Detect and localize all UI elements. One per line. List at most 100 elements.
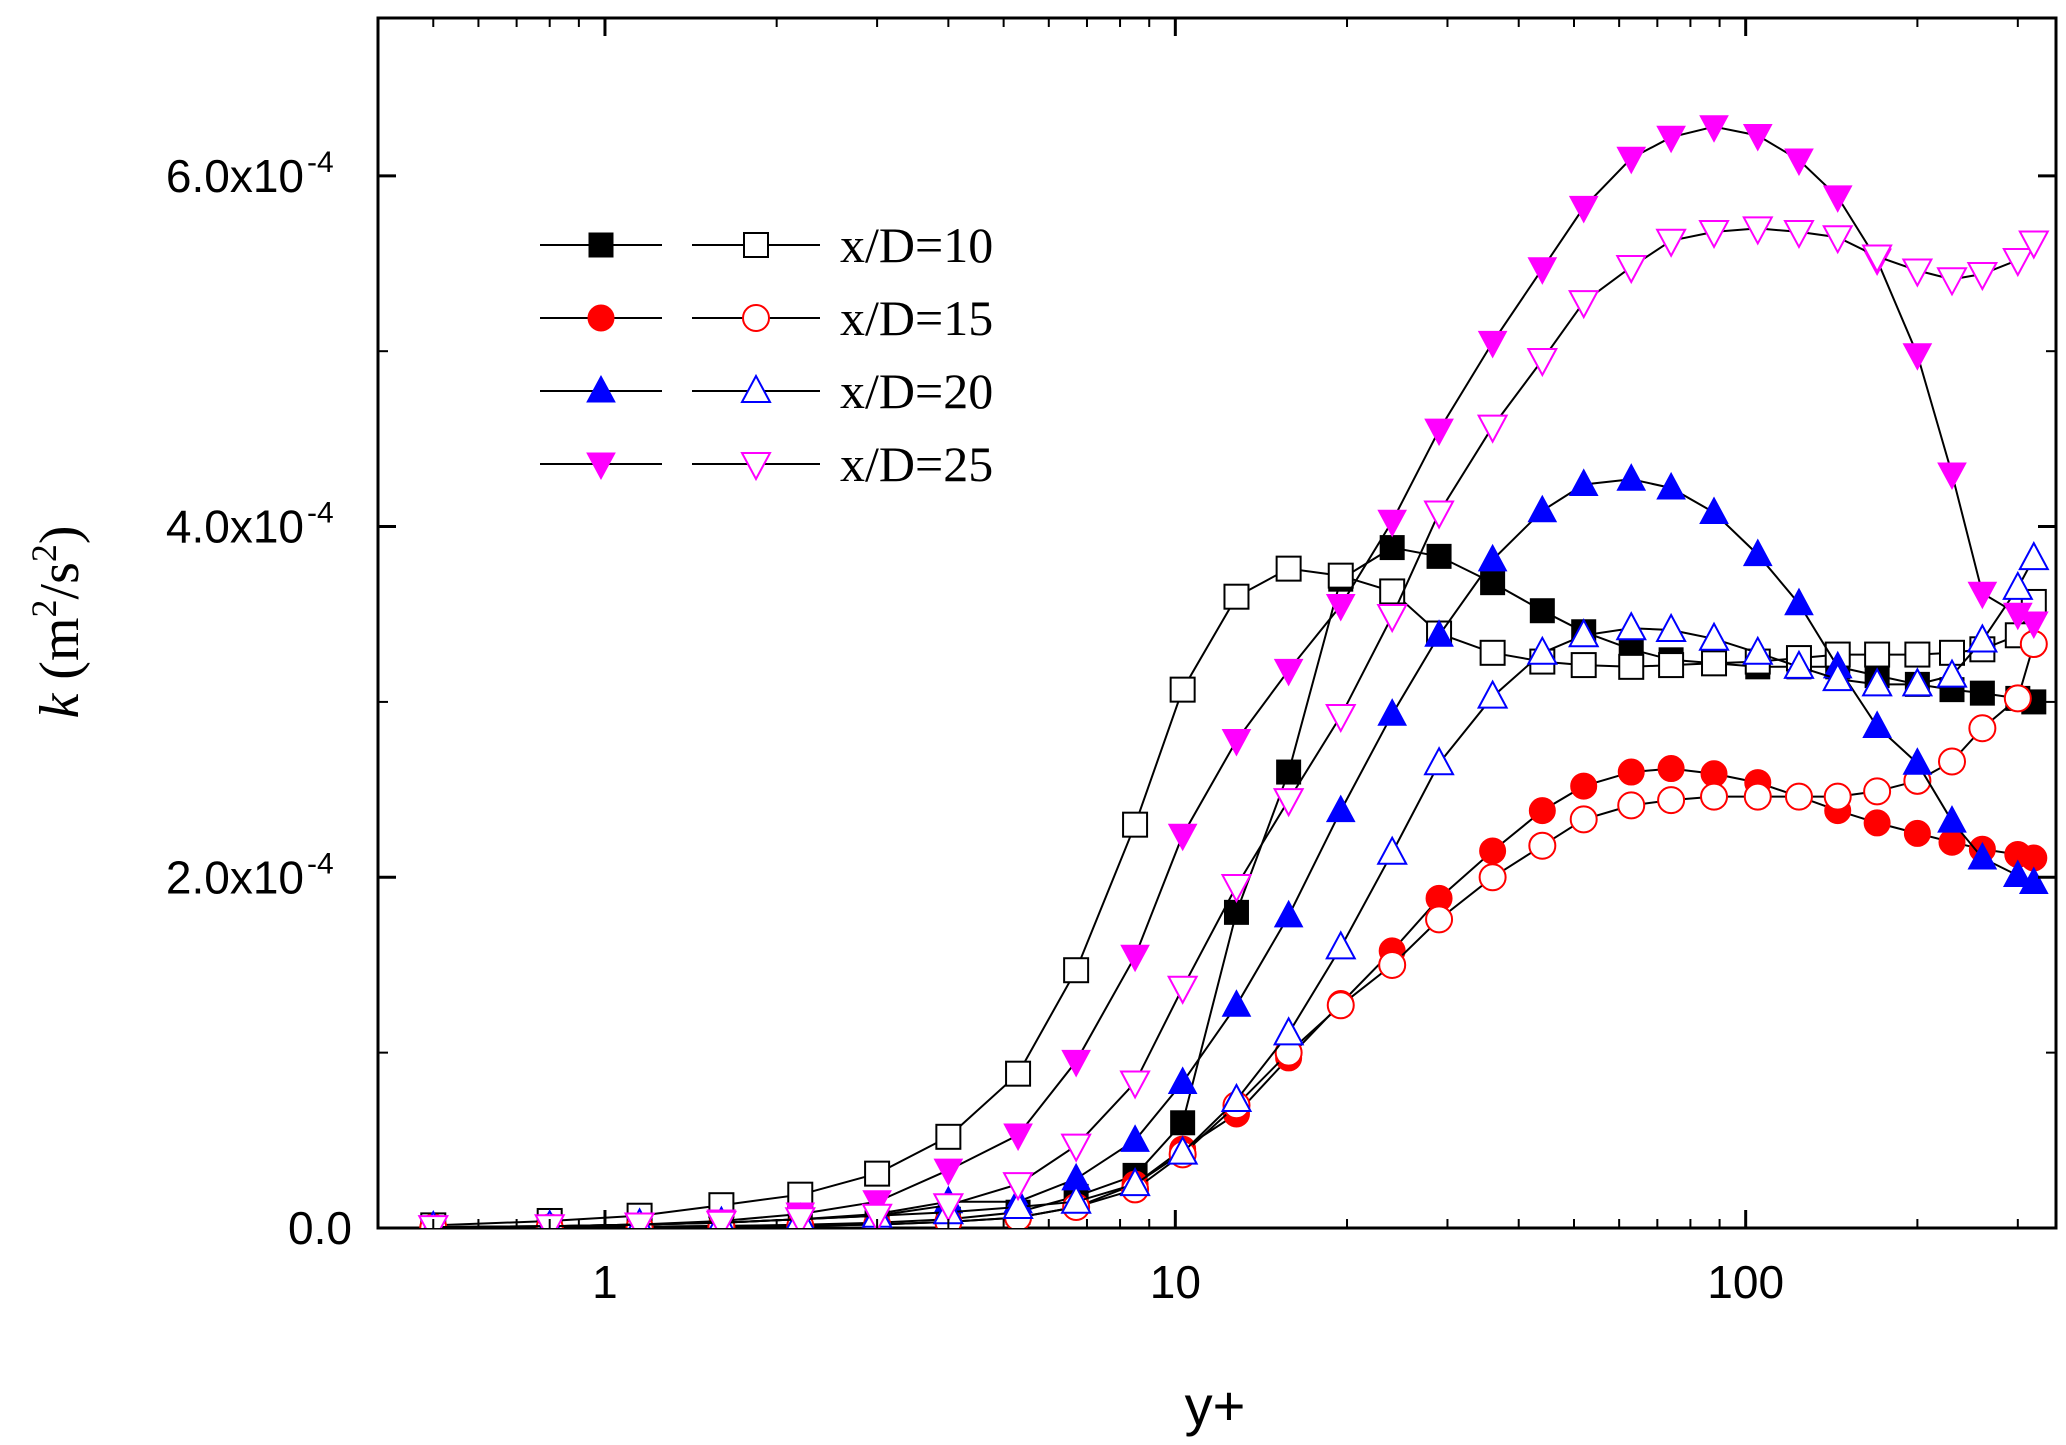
data-point xyxy=(1823,782,1852,811)
y-axis-title: k (m2/s2) xyxy=(24,525,91,718)
data-point xyxy=(1822,662,1854,692)
data-point xyxy=(1902,343,1933,371)
data-point xyxy=(1901,258,1934,288)
legend-marker-filled xyxy=(586,452,616,481)
data-point xyxy=(1698,219,1730,250)
data-point xyxy=(705,1210,738,1228)
data-point xyxy=(1699,496,1729,525)
data-point xyxy=(1273,658,1304,687)
data-point xyxy=(1936,267,1968,297)
legend-marker-open xyxy=(740,373,772,403)
data-point xyxy=(1938,747,1967,776)
data-point xyxy=(623,1212,656,1228)
data-point xyxy=(1742,538,1773,567)
data-point xyxy=(1617,758,1645,786)
legend-marker-open xyxy=(740,452,772,482)
data-point xyxy=(1568,290,1600,320)
data-point xyxy=(1784,148,1814,177)
data-point xyxy=(1119,1070,1151,1100)
data-point xyxy=(1273,899,1304,928)
data-point xyxy=(784,1207,816,1228)
y-axis-symbol: k xyxy=(29,693,91,719)
data-point xyxy=(1272,788,1305,818)
data-point xyxy=(1005,1060,1032,1087)
data-point xyxy=(932,1193,965,1223)
data-point xyxy=(1655,612,1687,643)
data-point xyxy=(1325,593,1356,622)
data-point xyxy=(1325,930,1357,960)
data-point xyxy=(1966,623,1999,653)
data-point xyxy=(1903,819,1931,847)
legend-label: x/D=25 xyxy=(840,436,993,492)
data-point xyxy=(1167,823,1198,852)
legend-entry: x/D=15 xyxy=(540,290,993,346)
data-point xyxy=(2018,611,2049,640)
data-point xyxy=(1863,809,1891,837)
legend-entry: x/D=10 xyxy=(540,217,993,273)
data-point xyxy=(1424,418,1454,447)
data-point xyxy=(2018,541,2050,571)
data-point xyxy=(1569,805,1598,834)
data-point xyxy=(1657,755,1685,783)
data-point xyxy=(1936,658,1968,688)
data-point xyxy=(2002,859,2033,888)
data-point xyxy=(1327,562,1354,589)
data-point xyxy=(1863,777,1892,806)
data-point xyxy=(1656,471,1686,500)
data-point xyxy=(1476,414,1509,444)
data-point xyxy=(1376,603,1408,634)
data-point xyxy=(1615,611,1647,641)
data-point xyxy=(1223,583,1250,610)
data-point xyxy=(935,1123,962,1150)
data-point xyxy=(1967,841,1998,870)
data-point xyxy=(1861,244,1893,274)
data-point xyxy=(1822,225,1854,255)
data-point xyxy=(1060,1133,1092,1163)
data-point xyxy=(1969,680,1995,706)
data-point xyxy=(1120,944,1150,973)
data-point xyxy=(1901,667,1934,697)
legend: x/D=10 x/D=15 x/D=20 x/D=25 xyxy=(540,217,993,492)
data-point xyxy=(1783,649,1815,679)
data-point xyxy=(1742,635,1774,665)
data-point xyxy=(1424,619,1454,647)
data-point xyxy=(1166,1135,1199,1165)
data-point xyxy=(1166,975,1199,1005)
data-point xyxy=(1476,679,1509,709)
data-point xyxy=(1784,587,1814,616)
data-point xyxy=(1477,543,1508,572)
legend-marker-open xyxy=(742,304,770,332)
data-point xyxy=(2002,570,2034,600)
data-point xyxy=(1425,905,1454,934)
svg-text:k (m2/s2): k (m2/s2) xyxy=(24,525,91,718)
data-point xyxy=(1966,262,1999,292)
data-point xyxy=(1699,115,1729,143)
data-point xyxy=(1325,703,1357,734)
data-point xyxy=(1528,831,1557,860)
data-point xyxy=(1862,710,1892,738)
data-point xyxy=(1743,782,1772,811)
y-tick-exponent: -4 xyxy=(307,146,334,179)
data-point xyxy=(1527,494,1558,523)
x-tick-label: 100 xyxy=(1707,1256,1784,1308)
data-point xyxy=(1700,782,1729,811)
legend-entry: x/D=25 xyxy=(540,436,993,492)
data-point xyxy=(1968,714,1997,743)
data-point xyxy=(1220,874,1253,904)
series-layer xyxy=(417,115,2050,1228)
data-point xyxy=(861,1203,893,1228)
data-point xyxy=(1616,463,1647,491)
data-point xyxy=(1570,772,1598,800)
data-point xyxy=(1937,805,1967,833)
data-point xyxy=(1326,991,1355,1020)
data-point xyxy=(1864,641,1891,668)
y-tick-label: 4.0x10 xyxy=(166,501,304,553)
data-point xyxy=(1658,652,1685,679)
data-point xyxy=(1426,543,1452,569)
data-point xyxy=(1060,1184,1092,1214)
legend-marker-open xyxy=(743,232,769,258)
data-point xyxy=(1656,125,1686,154)
data-point xyxy=(1002,1172,1034,1202)
data-point xyxy=(1276,759,1302,785)
data-point xyxy=(1378,950,1407,979)
